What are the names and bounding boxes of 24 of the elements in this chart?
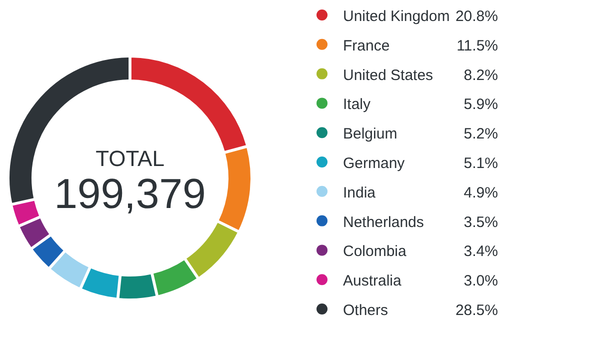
legend-label: Belgium xyxy=(343,126,398,143)
legend-label: Others xyxy=(343,302,388,319)
data-label: 5.1% xyxy=(464,155,498,172)
legend-label: Colombia xyxy=(343,243,408,260)
text: 199,379 xyxy=(54,170,206,217)
legend-label: Australia xyxy=(343,272,402,290)
data-label: 5.9% xyxy=(464,96,498,114)
legend-label: Italy xyxy=(343,96,372,114)
data-label: 3.0% xyxy=(464,272,498,290)
data-label: 5.2% xyxy=(464,126,498,143)
legend-label: United Kingdom xyxy=(343,8,450,25)
legend-label: Netherlands xyxy=(343,214,424,231)
text: TOTAL xyxy=(96,146,164,171)
legend-label: Germany xyxy=(343,155,406,172)
data-label: 3.5% xyxy=(464,214,498,231)
data-label: 8.2% xyxy=(464,66,498,84)
legend-label: France xyxy=(343,37,390,54)
data-label: 11.5% xyxy=(456,37,498,54)
data-label: 3.4% xyxy=(464,243,498,260)
data-label: 4.9% xyxy=(464,184,498,202)
data-label: 28.5% xyxy=(455,302,498,319)
legend-label: India xyxy=(343,184,376,202)
data-label: 20.8% xyxy=(455,8,498,25)
legend-label: United States xyxy=(343,66,434,84)
